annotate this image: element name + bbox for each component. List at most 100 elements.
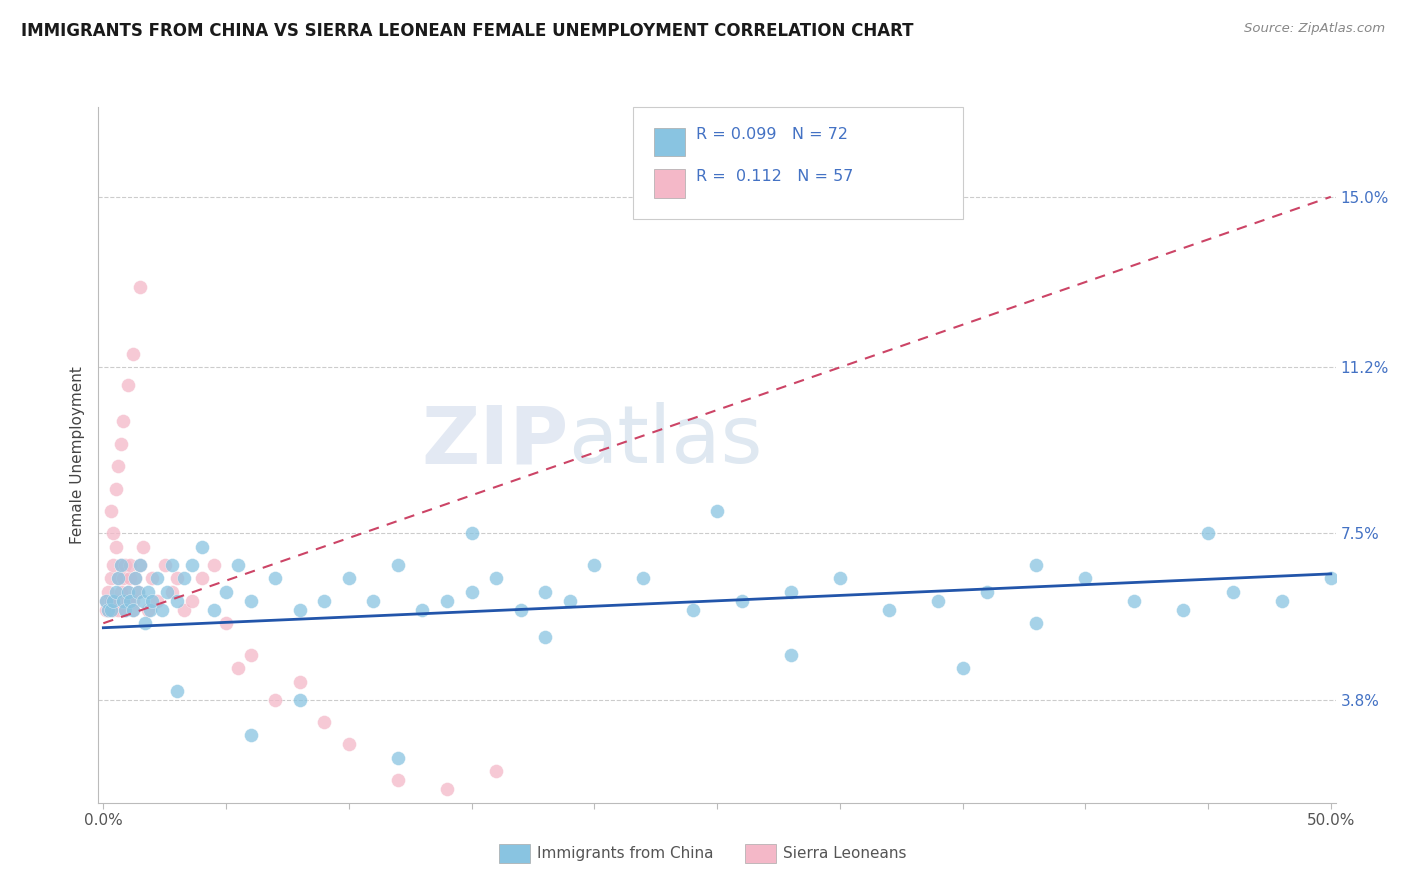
Point — [127, 584, 149, 599]
Point — [97, 584, 120, 599]
Point — [111, 594, 134, 608]
Point — [141, 571, 163, 585]
Point — [1123, 594, 1146, 608]
Point — [1025, 558, 1047, 572]
Point — [387, 773, 409, 788]
Point — [129, 279, 152, 293]
Point — [411, 603, 433, 617]
Point — [100, 594, 122, 608]
Point — [121, 603, 143, 617]
Point — [124, 571, 146, 585]
Point — [100, 603, 122, 617]
Point — [104, 584, 127, 599]
Point — [180, 558, 202, 572]
Point — [131, 540, 153, 554]
Point — [314, 594, 336, 608]
Point — [173, 571, 195, 585]
Point — [314, 714, 336, 729]
Point — [682, 603, 704, 617]
Point — [239, 648, 262, 662]
Point — [288, 603, 311, 617]
Point — [110, 436, 132, 450]
Point — [160, 558, 183, 572]
Point — [166, 683, 188, 698]
Point — [927, 594, 949, 608]
Point — [337, 738, 360, 752]
Point — [120, 571, 142, 585]
Point — [117, 594, 139, 608]
Text: Source: ZipAtlas.com: Source: ZipAtlas.com — [1244, 22, 1385, 36]
Point — [124, 571, 146, 585]
Point — [228, 661, 250, 675]
Point — [121, 347, 143, 361]
Point — [104, 482, 127, 496]
Point — [706, 504, 728, 518]
Point — [363, 594, 385, 608]
Point — [114, 603, 136, 617]
Point — [110, 558, 132, 572]
Point — [129, 558, 152, 572]
Point — [1074, 571, 1097, 585]
Point — [180, 594, 202, 608]
Point — [150, 603, 173, 617]
Point — [387, 558, 409, 572]
Point — [436, 594, 458, 608]
Point — [136, 603, 159, 617]
Point — [104, 594, 127, 608]
Point — [100, 504, 122, 518]
Point — [111, 414, 134, 428]
Point — [730, 594, 752, 608]
Point — [136, 584, 159, 599]
Point — [101, 594, 124, 608]
Point — [534, 584, 557, 599]
Point — [111, 571, 134, 585]
Point — [190, 571, 212, 585]
Text: atlas: atlas — [568, 402, 763, 480]
Point — [264, 692, 287, 706]
Point — [141, 594, 163, 608]
Point — [1222, 584, 1244, 599]
Point — [166, 571, 188, 585]
Point — [94, 594, 117, 608]
Point — [485, 764, 508, 779]
Point — [94, 594, 117, 608]
Point — [485, 571, 508, 585]
Text: Sierra Leoneans: Sierra Leoneans — [783, 847, 907, 861]
Point — [952, 661, 974, 675]
Point — [264, 571, 287, 585]
Point — [104, 540, 127, 554]
Point — [534, 630, 557, 644]
Point — [288, 674, 311, 689]
Point — [779, 584, 801, 599]
Point — [127, 584, 149, 599]
Point — [239, 729, 262, 743]
Point — [460, 526, 482, 541]
Point — [239, 594, 262, 608]
Point — [101, 526, 124, 541]
Point — [190, 540, 212, 554]
Point — [160, 584, 183, 599]
Point — [139, 603, 162, 617]
Text: ZIP: ZIP — [422, 402, 568, 480]
Point — [117, 584, 139, 599]
Point — [107, 459, 129, 474]
Point — [100, 571, 122, 585]
Point — [1197, 526, 1219, 541]
Point — [110, 558, 132, 572]
Point — [288, 692, 311, 706]
Text: IMMIGRANTS FROM CHINA VS SIERRA LEONEAN FEMALE UNEMPLOYMENT CORRELATION CHART: IMMIGRANTS FROM CHINA VS SIERRA LEONEAN … — [21, 22, 914, 40]
Point — [114, 603, 136, 617]
Point — [134, 616, 156, 631]
Point — [215, 616, 238, 631]
Point — [976, 584, 998, 599]
Point — [460, 584, 482, 599]
Point — [120, 594, 142, 608]
Point — [1271, 594, 1294, 608]
Point — [97, 603, 120, 617]
Point — [117, 378, 139, 392]
Point — [121, 603, 143, 617]
Point — [583, 558, 606, 572]
Point — [337, 571, 360, 585]
Point — [153, 558, 176, 572]
Point — [110, 584, 132, 599]
